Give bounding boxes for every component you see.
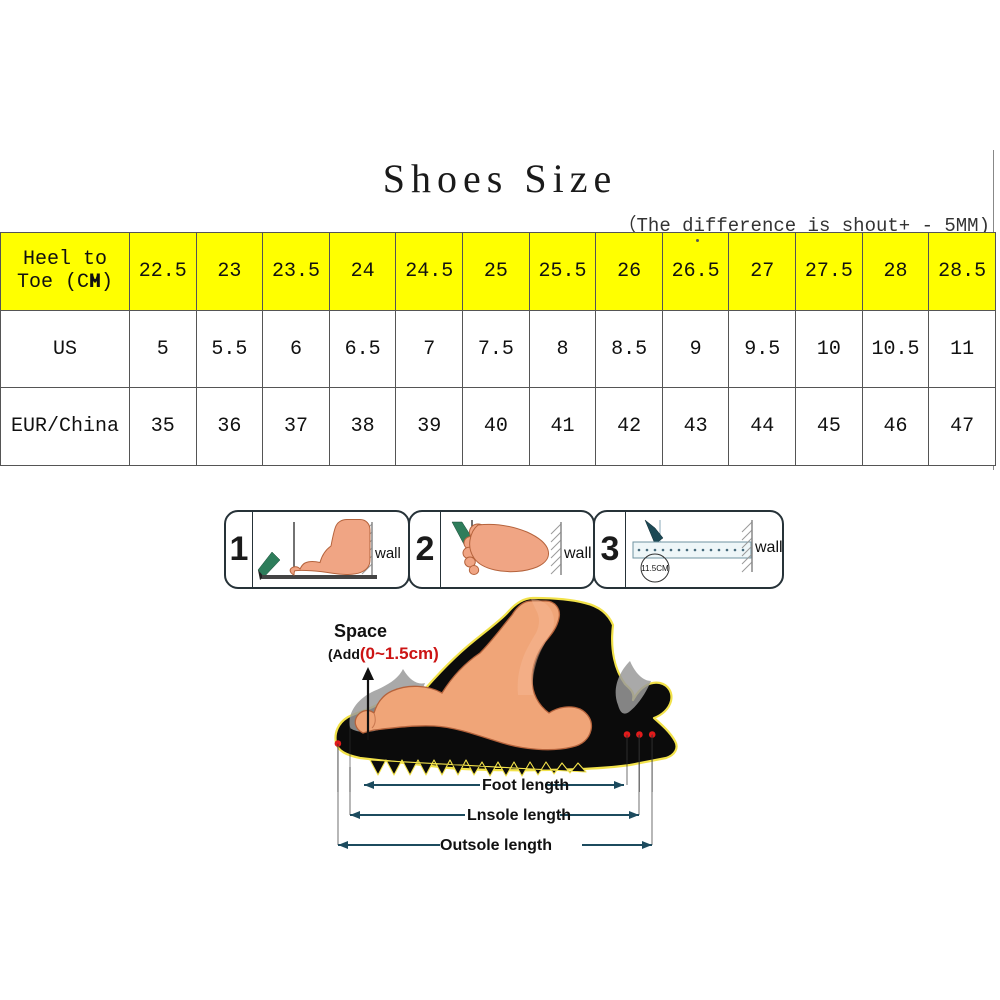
svg-text:Outsole length: Outsole length [440,837,552,854]
svg-text:Lnsole length: Lnsole length [467,807,571,824]
svg-text:Foot length: Foot length [482,777,569,794]
